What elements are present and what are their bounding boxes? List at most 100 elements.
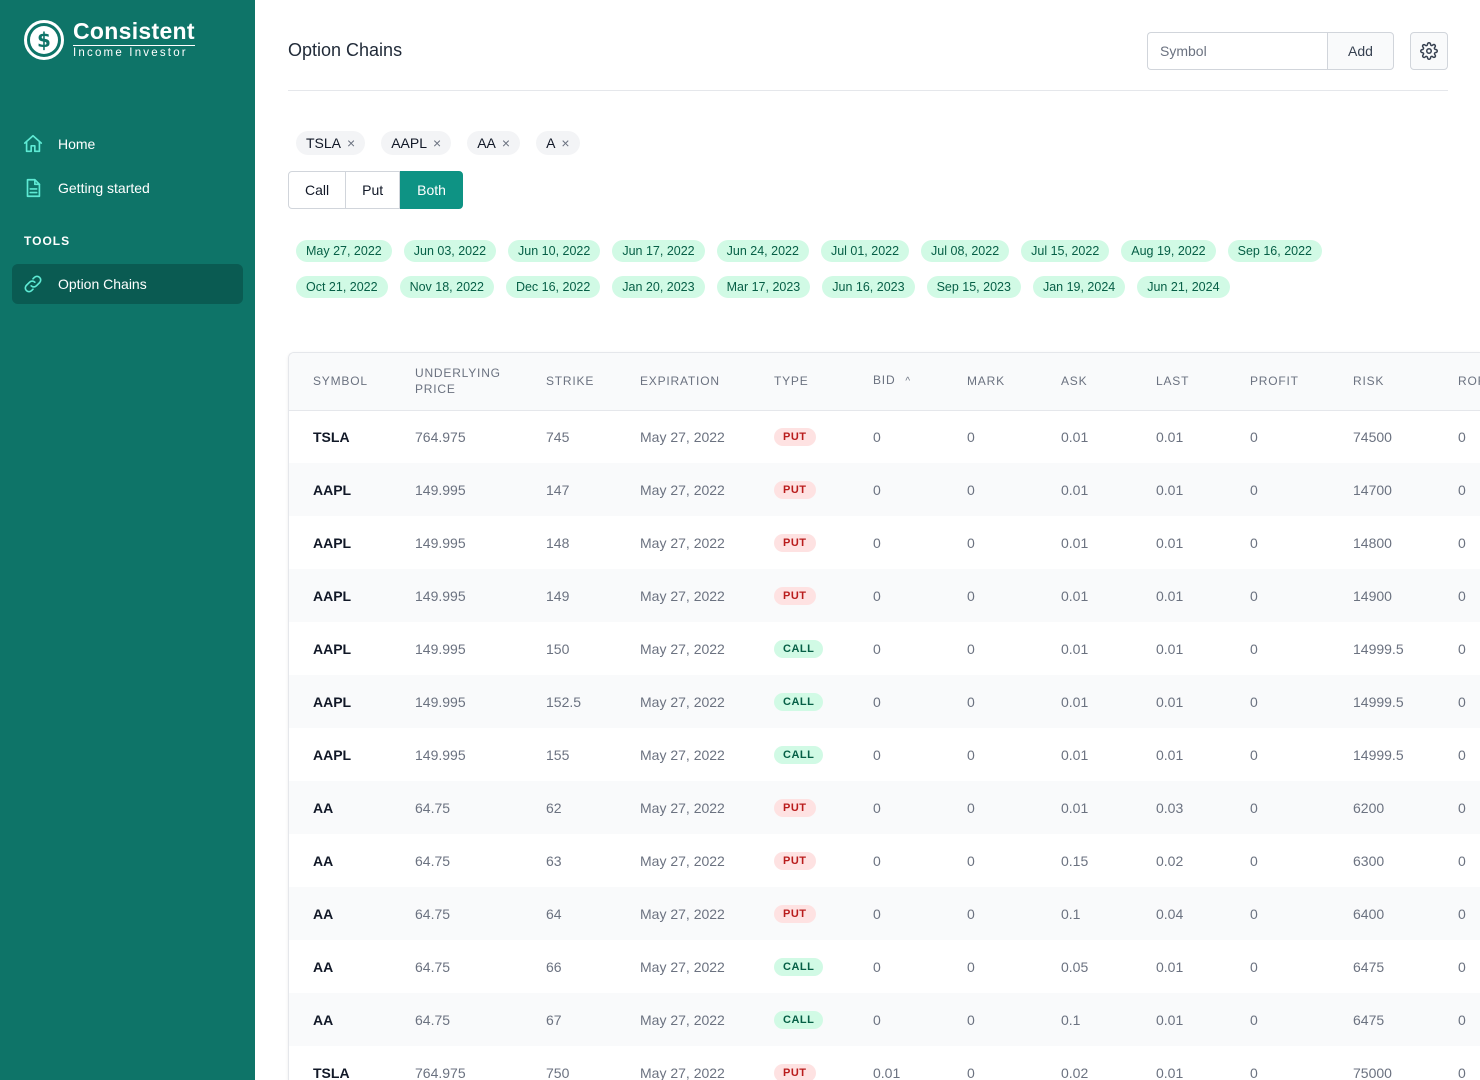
table-cell: May 27, 2022 (640, 428, 725, 445)
sidebar-item-getting-started[interactable]: Getting started (12, 168, 243, 208)
table-row[interactable]: AAPL 149.995 152.5 May 27, 2022 CALL 0 0 0.01 0.… (289, 675, 1480, 728)
symbol-chip: AA × (467, 131, 521, 155)
table-cell: 745 (546, 428, 570, 445)
option-type-badge: PUT (774, 428, 816, 447)
expiration-pill[interactable]: Oct 21, 2022 (296, 276, 388, 298)
symbol-chip-label: AA (477, 135, 496, 151)
column-header[interactable]: EXPIRATION (640, 374, 720, 389)
column-header[interactable]: SYMBOL (313, 374, 368, 389)
table-cell: 764.975 (415, 1064, 466, 1080)
table-cell: May 27, 2022 (640, 852, 725, 869)
expiration-pill[interactable]: Jun 24, 2022 (716, 240, 809, 262)
table-row[interactable]: AAPL 149.995 155 May 27, 2022 CALL 0 0 0.01 0.01… (289, 728, 1480, 781)
type-call-button[interactable]: Call (288, 171, 347, 209)
expiration-pill[interactable]: May 27, 2022 (296, 240, 392, 262)
table-cell: 0 (967, 958, 975, 975)
expiration-pill[interactable]: Dec 16, 2022 (505, 276, 601, 298)
type-put-button[interactable]: Put (346, 171, 401, 209)
table-cell: 149.995 (415, 693, 466, 710)
table-cell: 0 (967, 481, 975, 498)
table-row[interactable]: AA 64.75 66 May 27, 2022 CALL 0 0 0.05 0.01 0 6475… (289, 940, 1480, 993)
column-header[interactable]: LAST (1156, 374, 1190, 389)
page-title: Option Chains (288, 40, 403, 60)
table-cell: May 27, 2022 (640, 693, 725, 710)
expiration-pill[interactable]: Jun 17, 2022 (612, 240, 705, 262)
brand-subtitle: Income Investor (73, 45, 195, 60)
expiration-pill[interactable]: Nov 18, 2022 (399, 276, 494, 298)
table-cell: May 27, 2022 (640, 905, 725, 922)
table-row[interactable]: TSLA 764.975 750 May 27, 2022 PUT 0.01 0 0.02 0.… (289, 1046, 1480, 1080)
table-cell: 14999.5 (1353, 746, 1404, 763)
expiration-pill[interactable]: Jun 16, 2023 (822, 276, 915, 298)
type-both-button[interactable]: Both (400, 171, 463, 209)
expiration-pill[interactable]: Mar 17, 2023 (716, 276, 811, 298)
column-header[interactable]: ASK (1061, 374, 1088, 389)
link-icon (24, 275, 42, 293)
expiration-pill[interactable]: Jun 21, 2024 (1137, 276, 1230, 298)
table-cell: 149.995 (415, 746, 466, 763)
table-cell: 149.995 (415, 534, 466, 551)
table-cell: 0.1 (1061, 905, 1081, 922)
table-row[interactable]: AA 64.75 64 May 27, 2022 PUT 0 0 0.1 0.04 0 6400 0 (289, 887, 1480, 940)
table-row[interactable]: TSLA 764.975 745 May 27, 2022 PUT 0 0 0.01 0.01 0… (289, 410, 1480, 463)
table-row[interactable]: AAPL 149.995 148 May 27, 2022 PUT 0 0 0.01 0.01 0… (289, 516, 1480, 569)
symbol-input[interactable] (1147, 32, 1327, 70)
table-cell: 0 (1458, 587, 1466, 604)
expiration-pill[interactable]: Jul 15, 2022 (1021, 240, 1110, 262)
expiration-pill[interactable]: Sep 16, 2022 (1227, 240, 1323, 262)
column-header[interactable]: STRIKE (546, 374, 595, 389)
type-cell: CALL (750, 940, 849, 993)
table-cell: 0 (1250, 481, 1258, 498)
type-cell: PUT (750, 887, 849, 940)
add-symbol-button[interactable]: Add (1327, 32, 1394, 70)
sidebar-item-home[interactable]: Home (12, 124, 243, 164)
table-cell: 64 (546, 905, 562, 922)
expiration-pill[interactable]: Jul 08, 2022 (921, 240, 1010, 262)
table-cell: 0 (967, 640, 975, 657)
settings-button[interactable] (1410, 32, 1448, 70)
column-header-sorted[interactable]: BID ^ (849, 353, 943, 410)
column-header[interactable]: PROFIT (1250, 374, 1299, 389)
type-cell: PUT (750, 569, 849, 622)
table-row[interactable]: AAPL 149.995 147 May 27, 2022 PUT 0 0 0.01 0.01 0… (289, 463, 1480, 516)
table-cell: 0.03 (1156, 799, 1184, 816)
symbol-chip: A × (536, 131, 580, 155)
table-row[interactable]: AA 64.75 63 May 27, 2022 PUT 0 0 0.15 0.02 0 6300 0 (289, 834, 1480, 887)
table-row[interactable]: AAPL 149.995 149 May 27, 2022 PUT 0 0 0.01 0.01 0… (289, 569, 1480, 622)
expiration-pill[interactable]: Jan 20, 2023 (612, 276, 705, 298)
table-row[interactable]: AA 64.75 62 May 27, 2022 PUT 0 0 0.01 0.03 0 6200 0 (289, 781, 1480, 834)
remove-icon[interactable]: × (561, 135, 570, 151)
table-cell: 0.02 (1156, 852, 1184, 869)
expiration-pill[interactable]: Jul 01, 2022 (820, 240, 910, 262)
column-header[interactable]: MARK (967, 374, 1005, 389)
type-cell: CALL (750, 622, 849, 675)
expiration-pill[interactable]: Sep 15, 2023 (926, 276, 1021, 298)
table-cell: May 27, 2022 (640, 958, 725, 975)
table-row[interactable]: AA 64.75 67 May 27, 2022 CALL 0 0 0.1 0.01 0 6475 0 (289, 993, 1480, 1046)
expiration-pill[interactable]: Aug 19, 2022 (1121, 240, 1216, 262)
table-cell: 64.75 (415, 799, 451, 816)
sidebar-item-option-chains[interactable]: Option Chains (12, 264, 243, 304)
expiration-pill[interactable]: Jun 10, 2022 (508, 240, 601, 262)
remove-icon[interactable]: × (501, 135, 511, 151)
remove-icon[interactable]: × (347, 135, 356, 151)
table-cell: 6300 (1353, 852, 1385, 869)
table-row[interactable]: AAPL 149.995 150 May 27, 2022 CALL 0 0 0.01 0.01… (289, 622, 1480, 675)
table-cell: 0 (1458, 746, 1466, 763)
table-cell: 0 (873, 1011, 881, 1028)
expiration-pill[interactable]: Jun 03, 2022 (403, 240, 497, 262)
table-cell: 14999.5 (1353, 640, 1404, 657)
column-header[interactable]: RISK (1353, 374, 1385, 389)
table-cell: 0 (873, 905, 881, 922)
table-cell: 0.01 (873, 1064, 901, 1080)
type-cell: PUT (750, 516, 849, 569)
column-header[interactable]: UNDERLYING PRICE (391, 353, 522, 410)
brand-logo[interactable]: $ Consistent Income Investor (24, 20, 195, 60)
table-cell: 0 (1250, 852, 1258, 869)
table-cell: 0.01 (1061, 428, 1089, 445)
column-header[interactable]: ROR (1458, 374, 1480, 389)
expiration-pill[interactable]: Jan 19, 2024 (1032, 276, 1126, 298)
remove-icon[interactable]: × (433, 135, 442, 151)
column-header[interactable]: TYPE (774, 374, 809, 389)
dollar-icon: $ (24, 20, 64, 60)
